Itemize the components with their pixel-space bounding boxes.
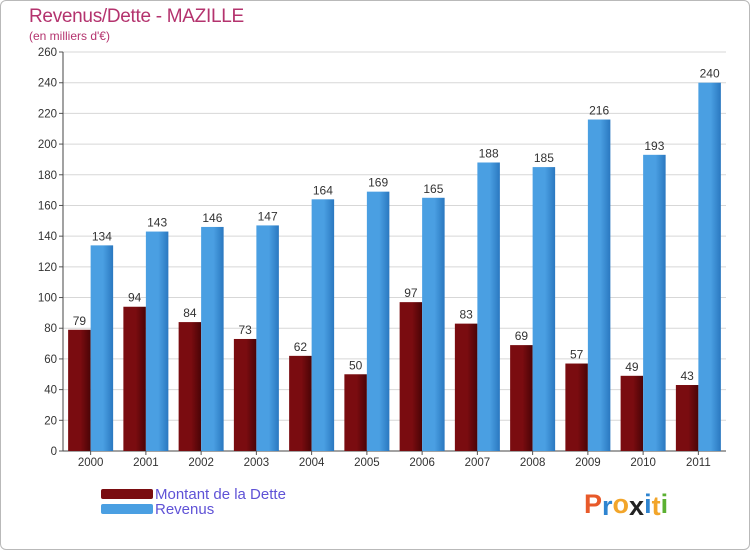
y-tick-label: 100 <box>38 293 57 305</box>
bar-dette <box>620 375 644 451</box>
x-tick-label: 2000 <box>78 457 104 469</box>
data-label: 134 <box>92 229 112 243</box>
data-label: 57 <box>570 348 584 362</box>
legend-swatch-dette <box>101 489 153 499</box>
logo-letter: i <box>660 489 669 519</box>
x-tick-label: 2005 <box>354 457 380 469</box>
data-label: 164 <box>313 183 333 197</box>
y-tick-label: 180 <box>38 170 57 182</box>
bar-dette <box>123 306 146 451</box>
x-tick-label: 2008 <box>520 457 546 469</box>
y-tick-label: 240 <box>38 78 57 90</box>
legend-label-dette: Montant de la Dette <box>155 486 286 503</box>
data-label: 79 <box>73 314 87 328</box>
logo-letter: P <box>584 489 603 519</box>
bar-revenus <box>698 82 721 451</box>
bar-dette <box>233 338 257 451</box>
y-tick-label: 0 <box>51 446 57 458</box>
y-tick-label: 80 <box>44 323 57 335</box>
data-label: 50 <box>349 358 363 372</box>
bar-revenus <box>477 162 500 451</box>
legend-swatch-revenus <box>101 504 153 514</box>
chart-title: Revenus/Dette - MAZILLE <box>29 6 244 27</box>
x-tick-label: 2011 <box>686 457 711 469</box>
logo-letter: i <box>644 489 652 519</box>
x-tick-label: 2002 <box>188 457 214 469</box>
data-label: 73 <box>238 323 252 337</box>
data-label: 146 <box>202 211 222 225</box>
data-label: 49 <box>625 360 639 374</box>
bar-dette <box>68 329 91 451</box>
data-label: 165 <box>423 182 443 196</box>
x-tick-label: 2010 <box>630 457 656 469</box>
chart-subtitle: (en milliers d'€) <box>29 29 110 43</box>
y-tick-label: 20 <box>44 415 57 427</box>
bar-revenus <box>643 154 666 452</box>
bar-dette <box>399 302 423 451</box>
logo-letter: o <box>612 489 630 519</box>
data-label: 188 <box>479 146 499 160</box>
bar-revenus <box>366 191 390 451</box>
bar-revenus <box>587 119 611 452</box>
bar-dette <box>454 323 478 451</box>
bar-dette <box>510 345 533 451</box>
x-tick-label: 2007 <box>465 457 491 469</box>
logo-letter: t <box>651 491 661 521</box>
x-tick-label: 2006 <box>409 457 435 469</box>
bar-revenus <box>145 231 169 451</box>
y-tick-label: 120 <box>38 262 57 274</box>
x-tick-label: 2001 <box>133 457 159 469</box>
proxiti-logo: Proxiti <box>584 489 669 521</box>
y-tick-label: 140 <box>38 231 57 243</box>
y-tick-label: 220 <box>38 108 57 120</box>
plot-area <box>63 52 726 451</box>
legend-label-revenus: Revenus <box>155 501 215 518</box>
bar-dette <box>289 355 312 451</box>
bar-revenus <box>256 225 279 451</box>
data-label: 69 <box>515 329 529 343</box>
x-tick-label: 2003 <box>244 457 270 469</box>
bar-revenus <box>90 245 114 451</box>
bar-revenus <box>201 226 224 451</box>
y-tick-label: 40 <box>44 385 57 397</box>
bar-revenus <box>422 197 445 451</box>
data-label: 169 <box>368 176 388 190</box>
bar-revenus <box>532 167 556 451</box>
data-label: 143 <box>147 216 167 230</box>
bar-dette <box>344 374 367 451</box>
x-tick-label: 2009 <box>575 457 601 469</box>
bar-dette <box>565 363 588 451</box>
y-tick-label: 60 <box>44 354 57 366</box>
y-tick-label: 160 <box>38 200 57 212</box>
bar-dette <box>675 385 699 451</box>
data-label: 97 <box>404 286 418 300</box>
data-label: 216 <box>589 104 609 118</box>
logo-letter: r <box>602 491 613 521</box>
bar-dette <box>178 322 202 451</box>
data-label: 62 <box>294 340 308 354</box>
data-label: 147 <box>258 209 278 223</box>
data-label: 185 <box>534 151 554 165</box>
data-label: 43 <box>680 369 694 383</box>
data-label: 94 <box>128 291 142 305</box>
data-label: 240 <box>700 67 720 81</box>
data-label: 193 <box>644 139 664 153</box>
bar-revenus <box>311 199 335 451</box>
data-label: 83 <box>459 308 473 322</box>
logo-letter: x <box>629 491 645 521</box>
y-tick-label: 200 <box>38 139 57 151</box>
data-label: 84 <box>183 306 197 320</box>
y-tick-label: 260 <box>38 47 57 59</box>
x-tick-label: 2004 <box>299 457 325 469</box>
